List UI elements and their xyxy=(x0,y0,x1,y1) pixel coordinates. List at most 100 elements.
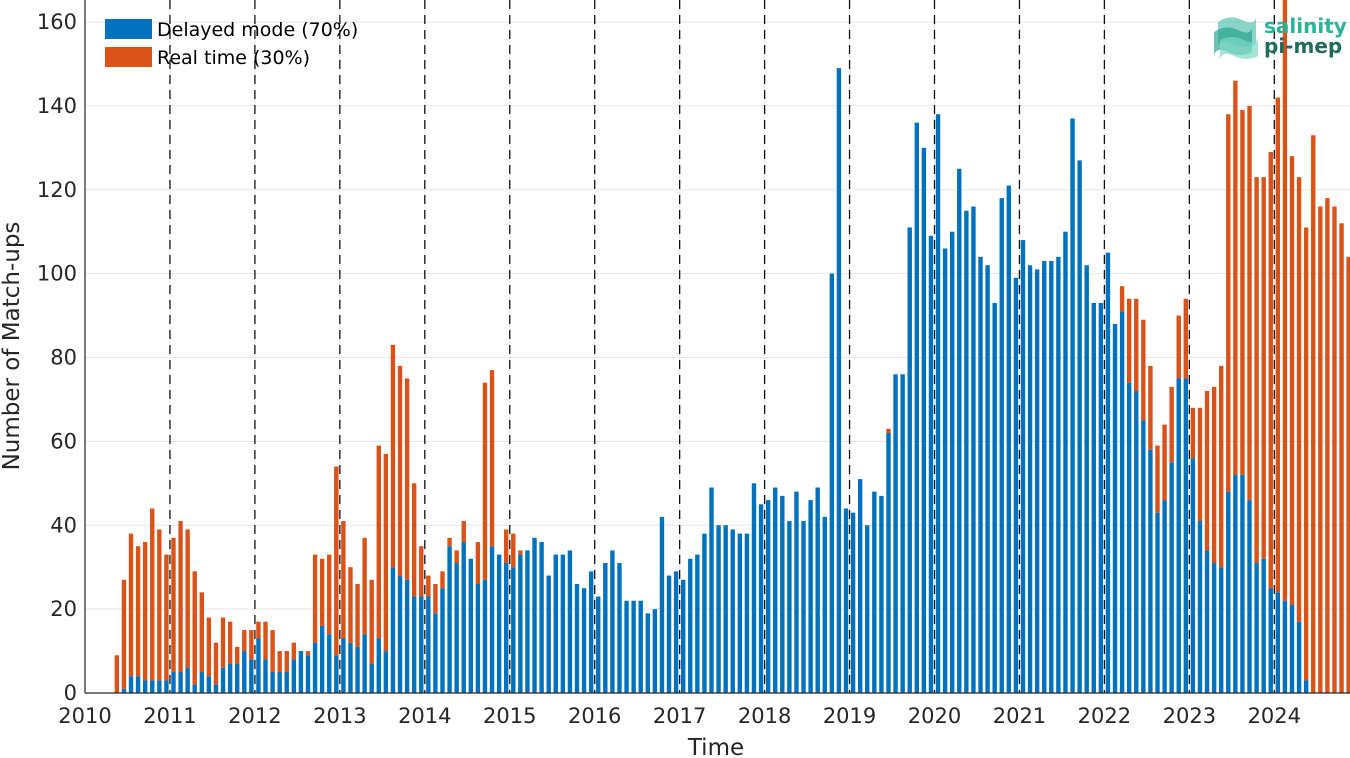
bar-delayed xyxy=(298,651,304,693)
bar-realtime xyxy=(1183,298,1189,379)
bar-realtime xyxy=(178,521,183,673)
bar-delayed xyxy=(419,596,424,693)
bar-realtime xyxy=(397,365,403,576)
bar-delayed xyxy=(603,562,608,693)
bar-delayed xyxy=(213,684,219,693)
bar-realtime xyxy=(121,579,127,689)
bar-delayed xyxy=(525,550,530,693)
bar-delayed xyxy=(1056,256,1061,693)
bar-realtime xyxy=(284,651,289,673)
x-tick-label: 2022 xyxy=(1078,704,1131,728)
bar-delayed xyxy=(857,479,863,693)
bar-delayed xyxy=(1070,118,1075,694)
year-dividers xyxy=(169,0,1275,693)
bar-realtime xyxy=(518,550,523,555)
bar-delayed xyxy=(341,638,346,693)
bar-realtime xyxy=(319,558,325,626)
bar-delayed xyxy=(985,265,990,693)
logo-line1: salinity xyxy=(1264,14,1347,38)
bar-delayed xyxy=(822,516,827,693)
bar-realtime xyxy=(886,428,891,433)
bar-delayed xyxy=(454,562,459,693)
bar-delayed xyxy=(511,567,516,693)
bar-delayed xyxy=(787,521,792,693)
bar-delayed xyxy=(942,248,948,693)
x-tick-label: 2010 xyxy=(58,704,111,728)
bar-delayed xyxy=(334,655,339,693)
bar-delayed xyxy=(808,500,813,693)
x-tick-label: 2024 xyxy=(1248,704,1301,728)
bar-delayed xyxy=(1006,185,1012,693)
bar-delayed xyxy=(532,537,537,693)
bar-delayed xyxy=(1219,567,1224,693)
x-tick-label: 2019 xyxy=(823,704,876,728)
bar-delayed xyxy=(546,575,551,693)
bar-delayed xyxy=(461,542,466,693)
bar-delayed xyxy=(348,642,353,693)
bar-delayed xyxy=(1105,252,1111,693)
bar-delayed xyxy=(780,495,785,693)
bar-delayed xyxy=(135,676,141,693)
legend-label-delayed: Delayed mode (70%) xyxy=(157,19,358,41)
bar-realtime xyxy=(114,655,120,693)
bar-delayed xyxy=(836,68,842,694)
bar-delayed xyxy=(921,147,927,693)
bar-delayed xyxy=(220,667,226,693)
bar-delayed xyxy=(270,672,275,693)
bar-delayed xyxy=(504,562,509,693)
bar-realtime xyxy=(199,592,205,673)
x-tick-label: 2011 xyxy=(143,704,196,728)
bar-delayed xyxy=(624,600,629,693)
bar-realtime xyxy=(1176,315,1181,379)
bar-realtime xyxy=(142,542,148,681)
bar-delayed xyxy=(1282,600,1288,693)
bar-realtime xyxy=(1339,223,1344,694)
bar-delayed xyxy=(992,302,997,693)
bar-delayed xyxy=(178,672,183,693)
bar-delayed xyxy=(150,680,155,693)
bar-delayed xyxy=(206,676,212,693)
bar-realtime xyxy=(461,521,466,543)
bar-delayed xyxy=(121,688,127,693)
legend: Delayed mode (70%) Real time (30%) xyxy=(105,19,358,69)
bar-delayed xyxy=(164,680,169,693)
legend-swatch-delayed xyxy=(105,19,152,39)
bar-realtime xyxy=(433,583,438,614)
bar-delayed xyxy=(567,550,573,693)
y-tick-label: 120 xyxy=(37,178,77,202)
bar-delayed xyxy=(716,525,721,693)
bar-delayed xyxy=(1233,474,1238,693)
bar-realtime xyxy=(362,537,367,635)
logo: salinity pi-mep xyxy=(1214,14,1347,60)
bar-delayed xyxy=(1063,231,1068,693)
bar-delayed xyxy=(702,533,707,693)
bar-delayed xyxy=(376,638,381,693)
bar-delayed xyxy=(773,487,778,693)
bar-delayed xyxy=(553,554,558,693)
bar-delayed xyxy=(928,235,934,693)
bar-delayed xyxy=(192,684,197,693)
bar-delayed xyxy=(291,659,297,693)
bar-delayed xyxy=(610,550,615,693)
bar-realtime xyxy=(1254,177,1259,563)
bar-delayed xyxy=(1034,269,1040,693)
bar-delayed xyxy=(263,659,268,693)
bar-delayed xyxy=(638,600,643,693)
bar-realtime xyxy=(220,617,226,668)
bar-delayed xyxy=(277,672,282,693)
bar-realtime xyxy=(1311,135,1316,693)
bar-realtime xyxy=(157,529,162,681)
bar-realtime xyxy=(185,529,190,668)
bar-delayed xyxy=(893,374,898,693)
bar-delayed xyxy=(1042,261,1047,693)
bar-delayed xyxy=(865,525,870,693)
bar-delayed xyxy=(475,583,481,693)
bar-realtime xyxy=(1204,391,1210,551)
bar-realtime xyxy=(383,453,389,652)
bar-delayed xyxy=(128,676,134,693)
x-tick-label: 2016 xyxy=(568,704,621,728)
bar-delayed xyxy=(1013,277,1019,693)
bar-delayed xyxy=(157,680,162,693)
bar-delayed xyxy=(645,613,650,693)
